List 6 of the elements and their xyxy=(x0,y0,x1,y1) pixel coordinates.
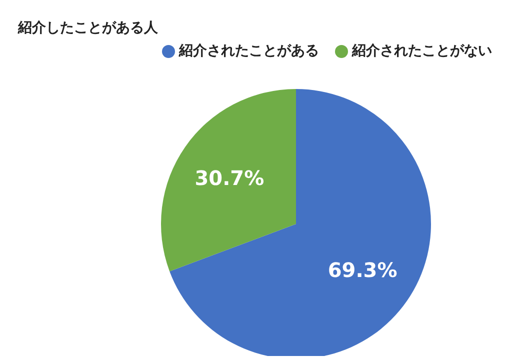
data-label: 30.7% xyxy=(194,166,264,190)
pie-slice xyxy=(161,89,296,272)
legend-label: 紹介されたことがない xyxy=(352,43,492,59)
legend-label: 紹介されたことがある xyxy=(179,43,319,59)
data-label: 69.3% xyxy=(328,258,398,282)
chart-title: 紹介したことがある人 xyxy=(18,19,158,37)
